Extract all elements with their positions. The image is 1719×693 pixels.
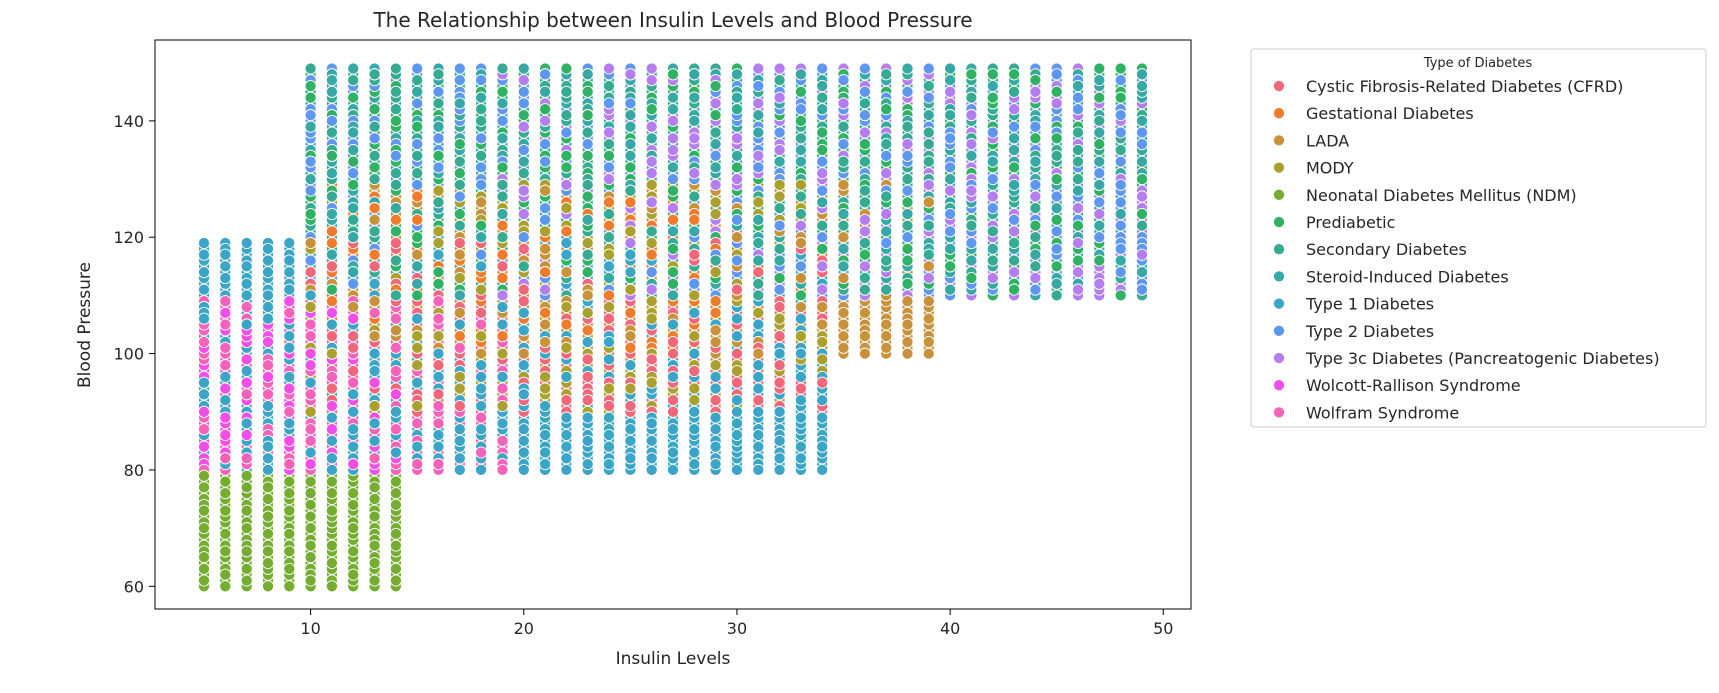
point-type-1-diabetes [624,452,637,465]
point-neonatal-diabetes-mellitus-ndm [304,487,317,500]
chart-title: The Relationship between Insulin Levels … [372,8,972,32]
point-neonatal-diabetes-mellitus-ndm [304,498,317,511]
point-lada [901,335,914,349]
point-neonatal-diabetes-mellitus-ndm [197,574,211,587]
point-neonatal-diabetes-mellitus-ndm [389,487,402,500]
point-neonatal-diabetes-mellitus-ndm [197,562,211,575]
points-layer [197,62,1149,593]
